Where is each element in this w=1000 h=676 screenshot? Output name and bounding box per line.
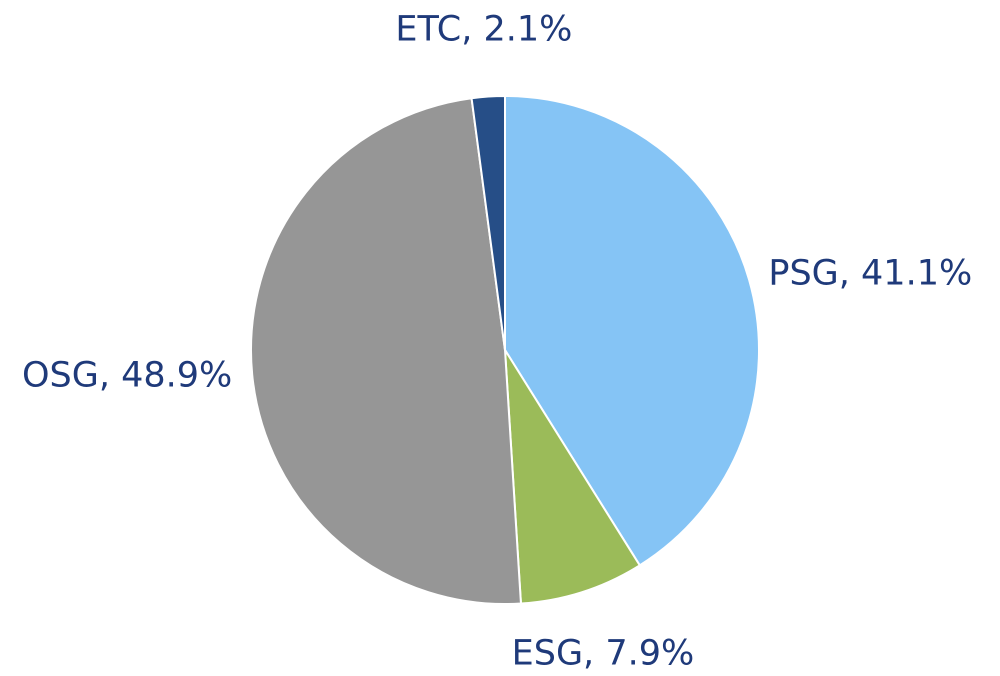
- data-label: ESG, 7.9%: [512, 634, 695, 674]
- data-label: PSG, 41.1%: [768, 253, 972, 293]
- pie-slice: [504, 349, 642, 605]
- pie-slice: [504, 94, 760, 567]
- pie-slice: [470, 94, 506, 351]
- data-label: ETC, 2.1%: [395, 10, 572, 50]
- data-label: OSG, 48.9%: [22, 356, 232, 396]
- pie-slice: [250, 97, 523, 605]
